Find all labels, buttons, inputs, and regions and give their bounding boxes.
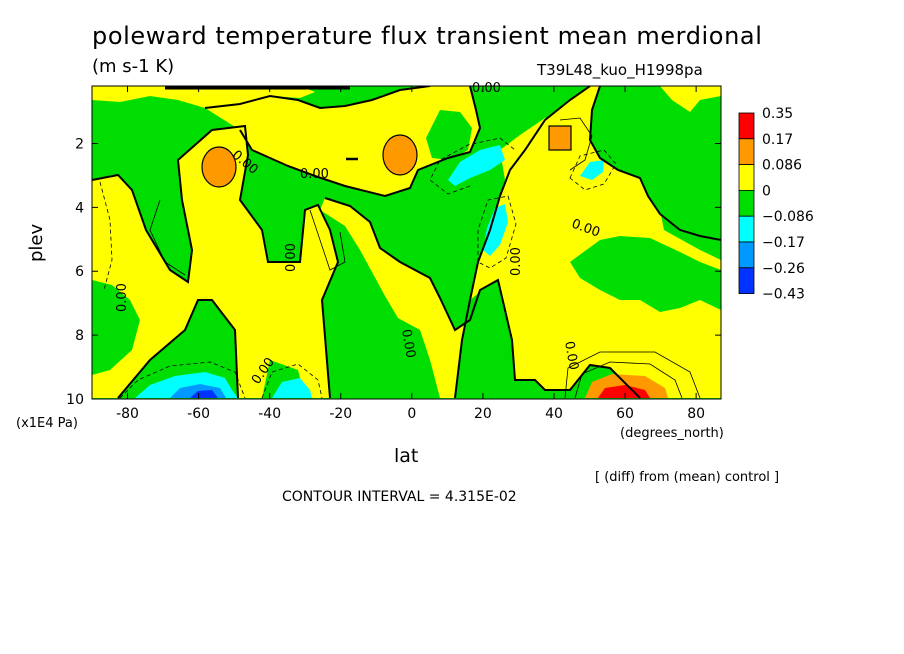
colorbar-label: 0.35: [762, 106, 793, 122]
colorbar: 0.35 0.17 0.086 0 −0.086 −0.17 −0.26 −0.43: [738, 106, 814, 303]
y-tick-label: 2: [75, 136, 84, 152]
zero-contour-4: [239, 86, 482, 198]
chart-title: poleward temperature flux transient mean…: [92, 22, 763, 50]
green-island-south-center: [462, 286, 514, 398]
colorbar-label: 0.17: [762, 132, 793, 148]
green-island-east-lower: [570, 236, 721, 312]
x-tick-label: -60: [187, 406, 210, 422]
x-tick-label: 40: [545, 406, 563, 422]
colorbar-swatch: [738, 164, 755, 191]
x-tick-label: 0: [407, 406, 416, 422]
zero-contour-7: [588, 86, 721, 241]
contour-label-3: 0.00: [472, 81, 501, 96]
colorbar-swatch: [738, 215, 755, 243]
contour-interval: CONTOUR INTERVAL = 4.315E-02: [282, 489, 517, 505]
x-axis-label: lat: [394, 445, 419, 467]
plot-frame: [91, 85, 722, 400]
yellow-region-west: [92, 126, 338, 398]
darkblue-min-60S-core: [190, 390, 218, 398]
y-axis-multiplier: (x1E4 Pa): [16, 416, 78, 431]
x-tick-label: 20: [474, 406, 492, 422]
comparison-note: [ (diff) from (mean) control ]: [595, 470, 780, 485]
contour-label-7: 0.00: [115, 283, 130, 312]
orange-max-0: [382, 134, 418, 176]
green-island-central: [426, 110, 472, 160]
y-tick-label: 6: [75, 264, 84, 280]
colorbar-swatch: [738, 267, 755, 294]
contour-label-6: 0.00: [509, 247, 524, 276]
cyan-min-52N: [580, 160, 604, 180]
contour-labels: 0.00 0.00 0.00 0.00 0.00 0.00 0.00 0.00 …: [115, 81, 602, 387]
y-axis: 2 4 6 8 10: [66, 136, 721, 408]
yellow-region-right-upper: [495, 115, 570, 262]
colorbar-label: −0.43: [762, 287, 805, 303]
contour-label-8: 0.00: [398, 328, 418, 359]
colorbar-label: 0: [762, 183, 771, 199]
x-tick-label: 60: [616, 406, 634, 422]
x-axis-units: (degrees_north): [620, 426, 724, 441]
thin-contour-4: [574, 361, 683, 399]
dashed-contour-5: [119, 361, 246, 399]
cyan-min-20N: [448, 145, 505, 186]
dashed-contour-3: [477, 195, 517, 269]
filled-contours: [92, 86, 721, 399]
colorbar-swatch: [738, 138, 755, 166]
cyan-min-27N: [483, 204, 508, 256]
colorbar-swatch: [738, 241, 755, 269]
x-tick-label: -80: [116, 406, 139, 422]
colorbar-label: 0.086: [762, 158, 802, 174]
thin-contour-5: [564, 351, 701, 399]
orange-max-57S: [201, 146, 237, 188]
dashed-contour-4: [569, 149, 617, 191]
yellow-region-top-west: [92, 86, 315, 108]
thin-contour-3: [559, 117, 593, 171]
contour-label-2: 0.00: [300, 167, 329, 182]
dashed-contour-2: [429, 137, 516, 195]
thin-contour-1: [149, 199, 186, 276]
x-tick-label: -20: [329, 406, 352, 422]
zero-contour-3: [204, 86, 431, 110]
green-island-far-west-bottom: [92, 280, 140, 375]
chart-units: (m s-1 K): [92, 56, 175, 77]
y-tick-label: 10: [66, 392, 84, 408]
y-tick-label: 4: [75, 200, 84, 216]
dashed-contour-1: [99, 181, 113, 291]
zero-contour-6: [454, 86, 591, 399]
dashed-contour-6: [261, 363, 323, 399]
thin-contour-2: [309, 209, 346, 271]
run-id: T39L48_kuo_H1998pa: [537, 61, 703, 79]
colorbar-label: −0.26: [762, 261, 805, 277]
colorbar-label: −0.086: [762, 209, 814, 225]
colorbar-swatch: [738, 189, 755, 217]
colorbar-swatch: [738, 112, 755, 140]
x-tick-label: -40: [258, 406, 281, 422]
x-tick-label: 80: [687, 406, 705, 422]
contour-lines: [92, 86, 721, 399]
orange-max-43N: [548, 125, 572, 151]
y-tick-label: 8: [75, 328, 84, 344]
contour-label-9: 0.00: [561, 340, 581, 371]
colorbar-label: −0.17: [762, 235, 805, 251]
green-island-east-upper: [590, 86, 721, 240]
x-axis: -80 -60 -40 -20 0 20 40 60 80: [116, 86, 705, 422]
zero-contour-2: [117, 299, 239, 399]
cyan-min-33S: [272, 378, 312, 398]
contour-label-5: 0.00: [284, 243, 299, 272]
